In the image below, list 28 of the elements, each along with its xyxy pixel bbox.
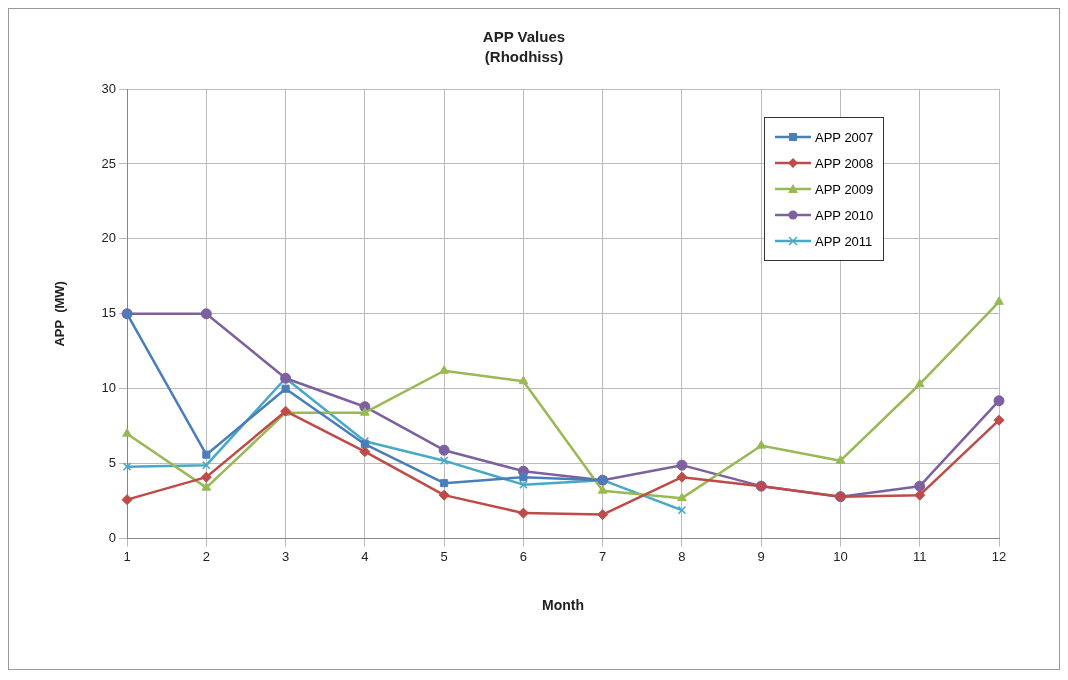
y-tick-label: 15 [101,305,117,321]
x-tick-label: 12 [991,548,1007,564]
chart-title: APP Values [482,28,566,46]
x-tick-label: 1 [123,548,131,564]
y-tick-label: 10 [101,380,117,396]
y-axis-title: APP (MW) [52,281,68,347]
legend-label: APP 2011 [815,233,873,249]
x-tick-label: 2 [202,548,210,564]
y-tick-label: 5 [108,455,117,471]
legend-label: APP 2007 [815,129,874,145]
y-tick-label: 0 [108,530,117,546]
x-tick-label: 7 [599,548,607,564]
x-tick-label: 5 [440,548,448,564]
x-tick-label: 4 [361,548,369,564]
chart-subtitle: (Rhodhiss) [484,48,564,66]
x-tick-label: 10 [833,548,848,564]
y-tick-label: 25 [101,155,117,171]
x-tick-label: 3 [281,548,290,564]
x-tick-label: 6 [519,548,528,564]
x-axis-title: Month [542,597,585,614]
legend-label: APP 2008 [815,155,874,171]
x-tick-label: 11 [912,548,927,564]
x-tick-label: 9 [757,548,765,564]
y-tick-label: 30 [101,80,117,96]
legend-label: APP 2010 [815,207,874,223]
legend-label: APP 2009 [815,181,874,197]
y-tick-label: 20 [101,230,117,246]
x-tick-label: 8 [678,548,686,564]
